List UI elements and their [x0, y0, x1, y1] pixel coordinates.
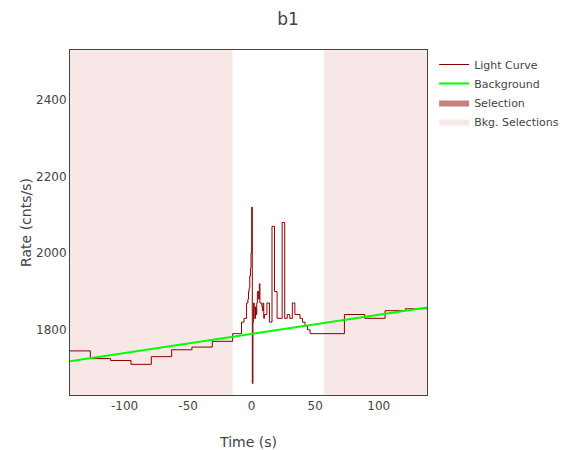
svg-text:-50: -50: [178, 399, 198, 413]
svg-text:2000: 2000: [36, 246, 67, 260]
svg-text:2400: 2400: [36, 93, 67, 107]
svg-text:b1: b1: [277, 9, 299, 29]
svg-text:-100: -100: [111, 399, 138, 413]
svg-text:Bkg. Selections: Bkg. Selections: [474, 116, 559, 129]
svg-text:Selection: Selection: [474, 97, 525, 110]
svg-text:Rate (cnts/s): Rate (cnts/s): [18, 178, 34, 267]
svg-text:100: 100: [367, 399, 390, 413]
svg-text:50: 50: [308, 399, 323, 413]
svg-text:Time (s): Time (s): [219, 434, 277, 450]
svg-text:Light Curve: Light Curve: [474, 59, 538, 72]
svg-text:1800: 1800: [36, 323, 67, 337]
svg-text:0: 0: [248, 399, 256, 413]
svg-text:2200: 2200: [36, 170, 67, 184]
svg-text:Background: Background: [474, 78, 540, 91]
